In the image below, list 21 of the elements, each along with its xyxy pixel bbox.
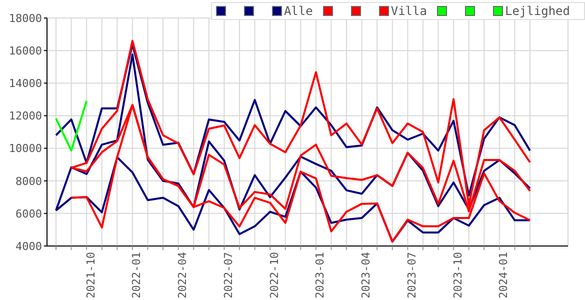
x-tick-label: 2022-07 (222, 252, 236, 298)
y-tick-label: 12000 (8, 110, 42, 123)
legend-label: Lejlighed (504, 4, 570, 18)
x-tick-label: 2021-10 (84, 252, 98, 298)
x-tick-label: 2023-10 (451, 252, 464, 298)
y-tick-label: 16000 (8, 44, 42, 58)
x-tick-label: 2022-01 (130, 252, 144, 298)
y-tick-label: 8000 (16, 174, 42, 188)
y-tick-label: 6000 (16, 207, 42, 220)
x-tick-label: 2023-07 (405, 252, 418, 298)
legend-label: Alle (284, 4, 313, 18)
legend-label: Villa (390, 4, 427, 18)
y-tick-label: 10000 (8, 142, 42, 156)
x-tick-label: 2023-04 (360, 252, 373, 298)
x-tick-label: 2024-01 (497, 252, 510, 298)
x-tick-label: 2023-01 (314, 252, 327, 298)
y-tick-label: 4000 (16, 240, 42, 253)
x-tick-label: 2022-04 (176, 252, 190, 298)
y-tick-label: 18000 (8, 12, 42, 25)
x-tick-label: 2022-10 (268, 252, 281, 298)
y-tick-label: 14000 (8, 77, 42, 90)
